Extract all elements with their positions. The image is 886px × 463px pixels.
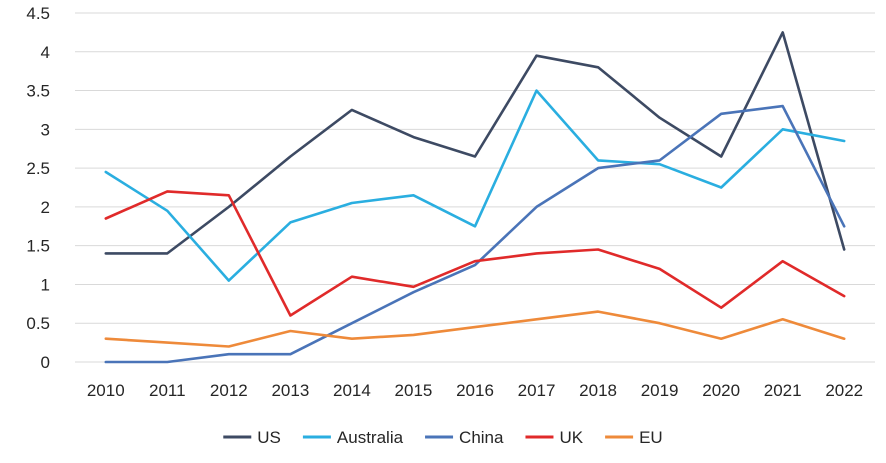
- y-tick-label: 3: [41, 120, 50, 139]
- legend-label: EU: [639, 428, 663, 447]
- y-tick-label: 4: [41, 43, 50, 62]
- legend-item-us: US: [223, 428, 281, 447]
- series-line-china: [104, 104, 846, 364]
- series-australia: [104, 89, 846, 282]
- x-tick-label: 2019: [641, 381, 679, 400]
- series-line-us: [104, 31, 846, 255]
- series-line-uk: [104, 190, 846, 317]
- x-tick-label: 2015: [395, 381, 433, 400]
- y-tick-label: 3.5: [26, 82, 50, 101]
- x-tick-label: 2013: [271, 381, 309, 400]
- series-us: [104, 31, 846, 255]
- x-tick-label: 2010: [87, 381, 125, 400]
- y-tick-label: 1.5: [26, 237, 50, 256]
- x-tick-label: 2022: [825, 381, 863, 400]
- x-tick-label: 2021: [764, 381, 802, 400]
- y-axis-tick-labels: 0 0.5 1 1.5 2 2.5 3 3.5 4 4.5: [26, 4, 50, 372]
- x-axis-tick-labels: 2010 2011 2012 2013 2014 2015 2016 2017 2018 2019…: [87, 381, 863, 400]
- y-tick-label: 0: [41, 353, 50, 372]
- legend-label: China: [459, 428, 504, 447]
- legend-label: UK: [559, 428, 583, 447]
- legend-item-eu: EU: [605, 428, 663, 447]
- y-tick-label: 0.5: [26, 314, 50, 333]
- legend-item-uk: UK: [525, 428, 584, 447]
- y-tick-label: 2.5: [26, 159, 50, 178]
- x-tick-label: 2012: [210, 381, 248, 400]
- legend: US Australia China UK EU: [223, 428, 663, 447]
- series-eu: [104, 310, 846, 348]
- legend-item-china: China: [425, 428, 504, 447]
- x-tick-label: 2014: [333, 381, 371, 400]
- y-tick-label: 1: [41, 275, 50, 294]
- legend-label: Australia: [337, 428, 404, 447]
- series-line-australia: [104, 89, 846, 282]
- series-uk: [104, 190, 846, 317]
- x-tick-label: 2011: [149, 381, 186, 400]
- legend-label: US: [257, 428, 281, 447]
- x-tick-label: 2018: [579, 381, 617, 400]
- x-tick-label: 2020: [702, 381, 740, 400]
- y-tick-label: 4.5: [26, 4, 50, 23]
- series-line-eu: [104, 310, 846, 348]
- series-lines: [104, 31, 846, 364]
- series-china: [104, 104, 846, 364]
- x-tick-label: 2016: [456, 381, 494, 400]
- gridlines: [75, 12, 875, 363]
- y-tick-label: 2: [41, 198, 50, 217]
- x-tick-label: 2017: [518, 381, 556, 400]
- legend-item-australia: Australia: [302, 428, 404, 447]
